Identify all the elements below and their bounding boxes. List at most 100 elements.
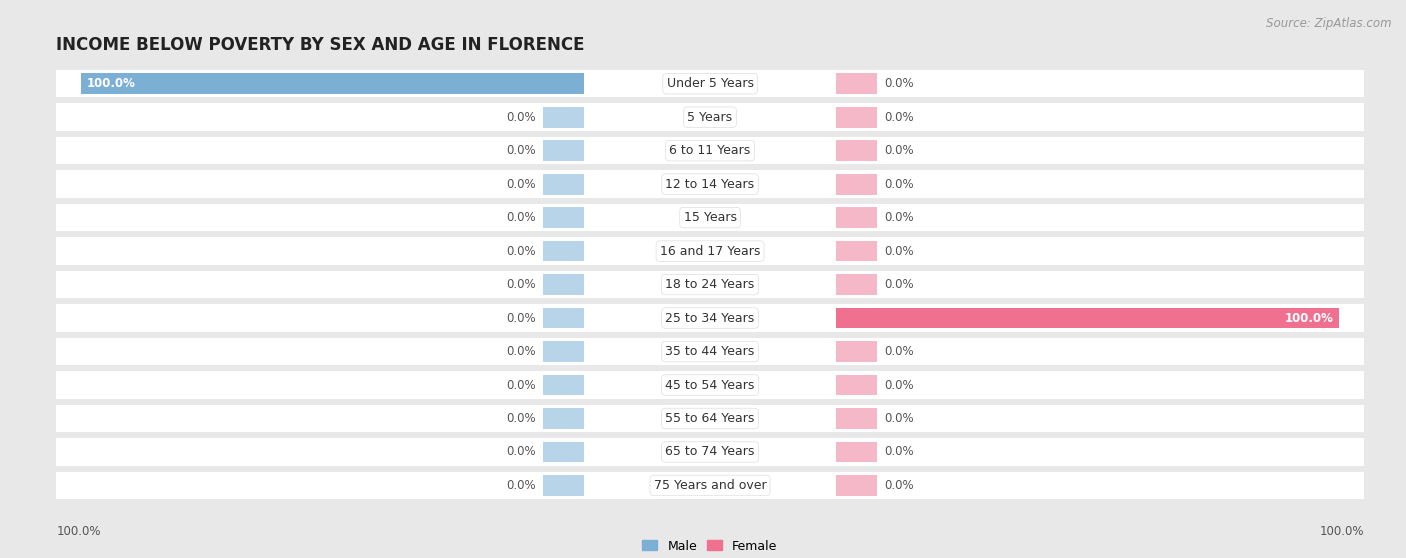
Text: 0.0%: 0.0% xyxy=(506,177,536,191)
Text: 100.0%: 100.0% xyxy=(56,525,101,537)
Text: 0.0%: 0.0% xyxy=(506,345,536,358)
Bar xyxy=(811,170,1364,198)
Legend: Male, Female: Male, Female xyxy=(637,535,783,557)
Bar xyxy=(837,73,877,94)
Bar xyxy=(837,475,877,496)
Text: 18 to 24 Years: 18 to 24 Years xyxy=(665,278,755,291)
Bar xyxy=(811,103,1364,131)
Bar xyxy=(56,371,609,399)
Bar xyxy=(56,137,609,165)
Bar xyxy=(811,405,1364,432)
Bar xyxy=(56,405,609,432)
Bar xyxy=(543,174,583,195)
Bar xyxy=(56,472,609,499)
Text: 0.0%: 0.0% xyxy=(506,110,536,124)
Text: 0.0%: 0.0% xyxy=(884,378,914,392)
Bar xyxy=(811,371,1364,399)
Text: 0.0%: 0.0% xyxy=(884,110,914,124)
Text: Source: ZipAtlas.com: Source: ZipAtlas.com xyxy=(1267,17,1392,30)
Bar xyxy=(609,237,811,265)
Bar xyxy=(543,274,583,295)
Bar xyxy=(82,73,583,94)
Bar xyxy=(837,408,877,429)
Text: 0.0%: 0.0% xyxy=(884,211,914,224)
Text: 0.0%: 0.0% xyxy=(884,144,914,157)
Bar xyxy=(811,271,1364,299)
Bar xyxy=(609,70,811,98)
Text: Under 5 Years: Under 5 Years xyxy=(666,77,754,90)
Bar xyxy=(837,107,877,128)
Text: 0.0%: 0.0% xyxy=(884,445,914,459)
Bar xyxy=(543,140,583,161)
Text: 6 to 11 Years: 6 to 11 Years xyxy=(669,144,751,157)
Bar xyxy=(609,204,811,232)
Text: 0.0%: 0.0% xyxy=(506,479,536,492)
Text: 45 to 54 Years: 45 to 54 Years xyxy=(665,378,755,392)
Bar xyxy=(609,338,811,365)
Text: 15 Years: 15 Years xyxy=(683,211,737,224)
Text: 0.0%: 0.0% xyxy=(506,445,536,459)
Bar xyxy=(811,472,1364,499)
Bar xyxy=(837,307,1339,329)
Bar xyxy=(837,140,877,161)
Bar xyxy=(811,304,1364,332)
Bar xyxy=(609,472,811,499)
Text: 12 to 14 Years: 12 to 14 Years xyxy=(665,177,755,191)
Bar xyxy=(609,438,811,466)
Text: 0.0%: 0.0% xyxy=(884,479,914,492)
Bar xyxy=(543,374,583,396)
Bar xyxy=(543,341,583,362)
Text: 5 Years: 5 Years xyxy=(688,110,733,124)
Text: 0.0%: 0.0% xyxy=(884,177,914,191)
Bar xyxy=(811,438,1364,466)
Text: 100.0%: 100.0% xyxy=(1319,525,1364,537)
Bar xyxy=(837,374,877,396)
Bar xyxy=(543,408,583,429)
Text: 0.0%: 0.0% xyxy=(506,378,536,392)
Text: 25 to 34 Years: 25 to 34 Years xyxy=(665,311,755,325)
Bar xyxy=(543,307,583,329)
Text: 0.0%: 0.0% xyxy=(506,412,536,425)
Bar xyxy=(56,70,609,98)
Text: INCOME BELOW POVERTY BY SEX AND AGE IN FLORENCE: INCOME BELOW POVERTY BY SEX AND AGE IN F… xyxy=(56,36,585,54)
Bar xyxy=(837,341,877,362)
Text: 16 and 17 Years: 16 and 17 Years xyxy=(659,244,761,258)
Bar xyxy=(56,237,609,265)
Bar xyxy=(811,237,1364,265)
Bar xyxy=(543,107,583,128)
Text: 65 to 74 Years: 65 to 74 Years xyxy=(665,445,755,459)
Bar xyxy=(811,137,1364,165)
Text: 0.0%: 0.0% xyxy=(506,144,536,157)
Bar xyxy=(609,405,811,432)
Bar xyxy=(56,338,609,365)
Text: 0.0%: 0.0% xyxy=(884,412,914,425)
Bar xyxy=(56,204,609,232)
Text: 0.0%: 0.0% xyxy=(506,278,536,291)
Bar xyxy=(609,170,811,198)
Bar xyxy=(609,137,811,165)
Bar xyxy=(56,103,609,131)
Bar xyxy=(837,207,877,228)
Bar xyxy=(609,103,811,131)
Text: 100.0%: 100.0% xyxy=(1285,311,1334,325)
Text: 0.0%: 0.0% xyxy=(884,278,914,291)
Bar xyxy=(811,204,1364,232)
Text: 0.0%: 0.0% xyxy=(506,211,536,224)
Bar xyxy=(543,475,583,496)
Bar xyxy=(811,338,1364,365)
Bar xyxy=(609,271,811,299)
Text: 55 to 64 Years: 55 to 64 Years xyxy=(665,412,755,425)
Bar xyxy=(837,441,877,463)
Text: 75 Years and over: 75 Years and over xyxy=(654,479,766,492)
Bar xyxy=(56,438,609,466)
Bar xyxy=(811,70,1364,98)
Bar xyxy=(837,274,877,295)
Text: 0.0%: 0.0% xyxy=(884,244,914,258)
Text: 0.0%: 0.0% xyxy=(884,345,914,358)
Bar xyxy=(543,240,583,262)
Bar xyxy=(609,304,811,332)
Bar xyxy=(56,170,609,198)
Bar xyxy=(56,304,609,332)
Bar xyxy=(56,271,609,299)
Bar xyxy=(543,441,583,463)
